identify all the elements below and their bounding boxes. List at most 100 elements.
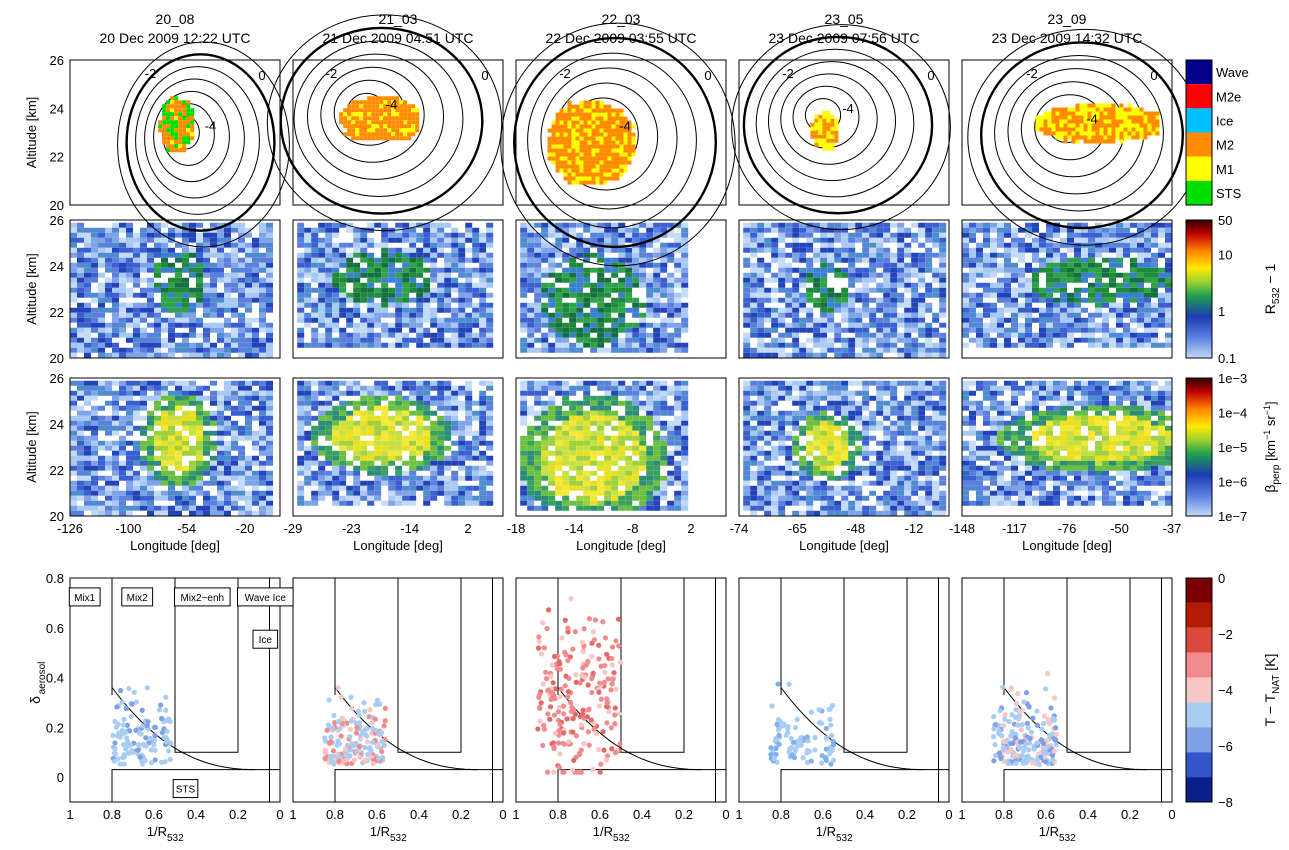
heat-cell [140,395,147,401]
heat-cell [374,395,382,401]
heat-cell [939,277,947,283]
heat-cell [388,430,396,436]
heat-cell [890,232,898,238]
heat-cell [231,262,238,268]
heat-cell [203,247,210,253]
heat-cell [332,415,340,421]
heat-cell [245,267,252,273]
heat-cell [778,317,786,323]
heat-cell [147,505,154,511]
heat-cell [757,450,765,456]
heat-cell [210,495,217,501]
heat-cell [792,332,800,338]
heat-cell [534,445,542,451]
heat-cell [126,312,133,318]
heat-cell [583,247,591,253]
heat-cell [231,460,238,466]
heat-cell [820,500,828,506]
heat-cell [325,257,333,263]
heat-cell [388,222,396,228]
heat-cell [527,465,535,471]
heat-cell [541,247,549,253]
heat-cell [750,470,758,476]
heat-cell [869,242,877,248]
heat-cell [541,450,549,456]
heat-cell [231,332,238,338]
heat-cell [297,420,305,426]
heat-cell [771,500,779,506]
heat-cell [472,455,480,461]
heat-cell [416,297,424,303]
heat-cell [395,237,403,243]
heat-cell [189,410,196,416]
heat-cell [681,292,689,298]
heat-cell [792,337,800,343]
heat-cell [827,505,835,511]
heat-cell [395,490,403,496]
heat-cell [883,267,891,273]
heat-cell [238,257,245,263]
heat-cell [430,445,438,451]
heat-cell [590,267,598,273]
heat-cell [91,347,98,353]
heat-cell [259,405,266,411]
heat-cell [639,465,647,471]
heat-cell [252,405,259,411]
heat-cell [297,252,305,258]
heat-cell [667,342,675,348]
heat-cell [597,267,605,273]
heat-cell [252,317,259,323]
heat-cell [534,385,542,391]
heat-cell [154,307,161,313]
heat-cell [520,312,528,318]
heat-cell [84,495,91,501]
heat-cell [681,307,689,313]
heat-cell [876,282,884,288]
heat-cell [245,247,252,253]
heat-cell [834,252,842,258]
heat-cell [217,510,224,516]
heat-cell [238,352,245,358]
heat-cell [785,475,793,481]
heat-cell [140,390,147,396]
heat-cell [681,420,689,426]
heat-cell [792,322,800,328]
heat-cell [297,425,305,431]
heat-cell [402,400,410,406]
heat-cell [869,465,877,471]
heat-cell [618,385,626,391]
heat-cell [416,480,424,486]
heat-cell [98,485,105,491]
heat-cell [154,347,161,353]
heat-cell [862,292,870,298]
heat-cell [339,460,347,466]
heat-cell [437,247,445,253]
heat-cell [764,485,772,491]
heat-cell [84,395,91,401]
heat-cell [569,380,577,386]
heat-cell [304,272,312,278]
heat-cell [395,267,403,273]
heat-cell [883,237,891,243]
heat-cell [84,257,91,263]
heat-cell [416,405,424,411]
heat-cell [799,460,807,466]
heat-cell [112,302,119,308]
heat-cell [632,297,640,303]
heat-cell [778,480,786,486]
heat-cell [555,222,563,228]
heat-cell [869,307,877,313]
heat-cell [646,257,654,263]
heat-cell [318,307,326,313]
heat-cell [105,347,112,353]
heat-cell [883,222,891,228]
heat-cell [465,385,473,391]
heat-cell [799,470,807,476]
heat-cell [360,342,368,348]
heat-cell [479,287,487,293]
heat-cell [182,262,189,268]
heat-cell [259,380,266,386]
heat-cell [520,445,528,451]
heat-cell [175,317,182,323]
heat-cell [409,390,417,396]
